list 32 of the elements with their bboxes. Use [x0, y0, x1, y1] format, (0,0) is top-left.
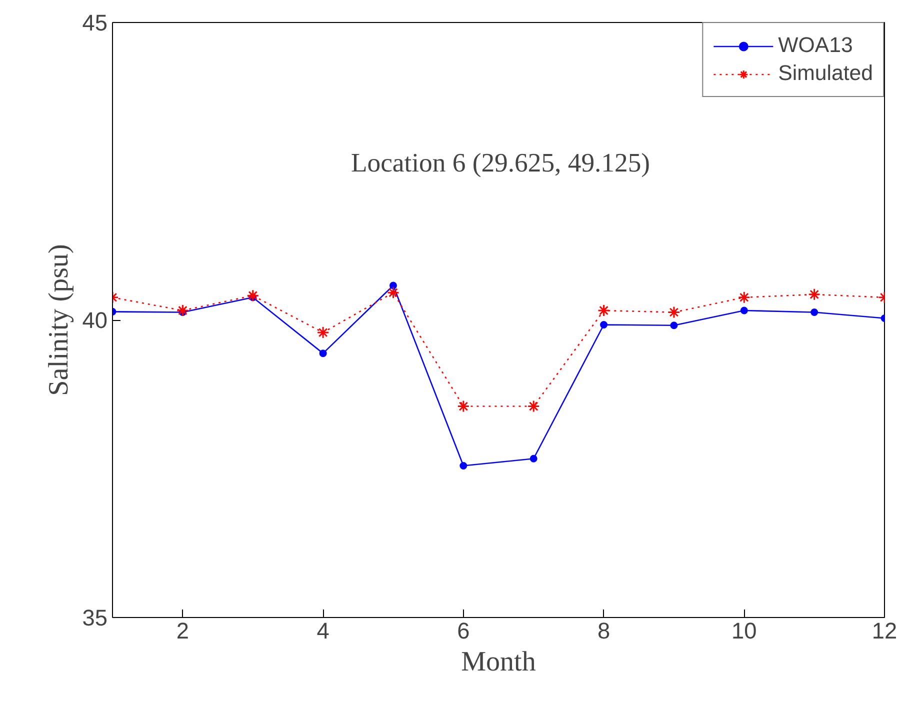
- x-tick-label: 6: [457, 618, 470, 644]
- point: [457, 400, 470, 413]
- point: [810, 308, 818, 316]
- y-tick-label: 35: [82, 604, 108, 630]
- x-axis-title: Month: [461, 646, 536, 678]
- legend-label: WOA13: [778, 33, 853, 58]
- x-tick-label: 12: [872, 618, 898, 644]
- point: [530, 454, 538, 462]
- x-tick-label: 2: [176, 618, 189, 644]
- x-tick-label: 8: [597, 618, 610, 644]
- point: [600, 321, 608, 329]
- y-tick-label: 45: [82, 10, 108, 36]
- point: [386, 286, 400, 299]
- point: [316, 326, 330, 339]
- point: [738, 291, 750, 304]
- point: [668, 306, 680, 319]
- point: [598, 304, 610, 317]
- x-tick-label: 10: [732, 618, 757, 644]
- point: [808, 288, 821, 301]
- point: [740, 306, 748, 314]
- annotation: Location 6 (29.625, 49.125): [350, 148, 650, 178]
- point: [527, 400, 540, 413]
- legend-label: Simulated: [778, 61, 873, 86]
- y-tick-label: 40: [82, 307, 108, 333]
- y-axis-title: Salinity (psu): [43, 244, 74, 396]
- point: [246, 289, 260, 302]
- point: [319, 350, 327, 358]
- point: [176, 304, 189, 317]
- x-tick-label: 4: [316, 618, 330, 644]
- point: [670, 322, 678, 330]
- point: [460, 462, 468, 470]
- point: [389, 282, 397, 290]
